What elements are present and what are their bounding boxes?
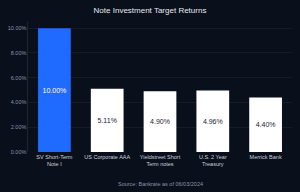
- svg-text:Note Investment Target Returns: Note Investment Target Returns: [94, 6, 207, 15]
- svg-text:5.11%: 5.11%: [98, 117, 117, 124]
- svg-text:Yieldstreet ShortTerm notes: Yieldstreet ShortTerm notes: [140, 154, 181, 167]
- svg-text:10.00%: 10.00%: [43, 87, 67, 94]
- svg-text:2.00%: 2.00%: [11, 124, 27, 130]
- svg-text:8.00%: 8.00%: [11, 50, 27, 56]
- svg-text:4.00%: 4.00%: [11, 99, 27, 105]
- svg-text:U.S. 2 YearTreasury: U.S. 2 YearTreasury: [199, 154, 227, 167]
- svg-text:4.96%: 4.96%: [203, 118, 223, 125]
- svg-text:0.00%: 0.00%: [11, 149, 27, 155]
- svg-text:4.40%: 4.40%: [256, 121, 276, 128]
- svg-text:SV Short-TermNote I: SV Short-TermNote I: [36, 154, 72, 167]
- svg-text:4.90%: 4.90%: [150, 118, 170, 125]
- svg-text:Source: Bankrate as of 06/03/2: Source: Bankrate as of 06/03/2024: [118, 181, 203, 187]
- svg-text:US Corporate AAA: US Corporate AAA: [84, 154, 130, 160]
- svg-text:Merrick Bank: Merrick Bank: [250, 154, 282, 160]
- svg-text:6.00%: 6.00%: [11, 75, 27, 81]
- svg-text:10.00%: 10.00%: [8, 25, 27, 31]
